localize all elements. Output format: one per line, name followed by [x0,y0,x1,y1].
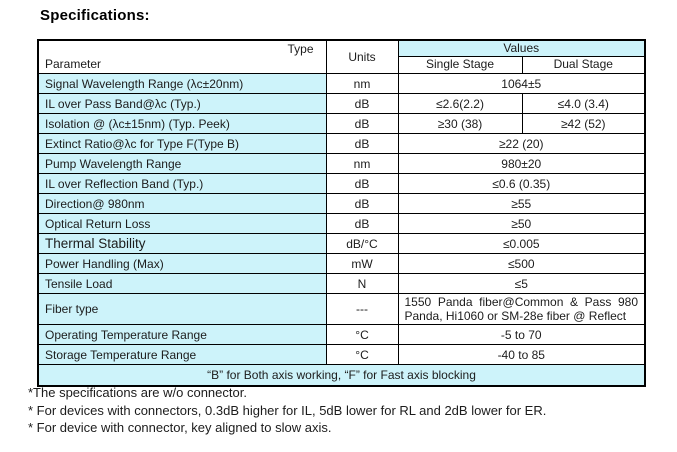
row-units: °C [325,344,399,365]
row-value-dual: ≤4.0 (3.4) [521,93,646,114]
row-parameter: Optical Return Loss [37,213,327,234]
row-parameter: Isolation @ (λc±15nm) (Typ. Peek) [37,113,327,134]
row-units: dB/°C [325,233,399,254]
row-value: ≤0.005 [397,233,646,254]
table-row-thermal-stability: Thermal Stability dB/°C ≤0.005 [37,233,646,254]
footnotes: *The specifications are w/o connector. *… [28,384,546,437]
row-parameter: Power Handling (Max) [37,253,327,274]
row-value: ≥22 (20) [397,133,646,154]
header-parameter-type-cell: Type Parameter [37,39,327,74]
row-units: nm [325,73,399,94]
header-units: Units [325,39,399,74]
row-value-single: ≥30 (38) [397,113,523,134]
row-value: ≥50 [397,213,646,234]
table-row-extinct-ratio: Extinct Ratio@λc for Type F(Type B) dB ≥… [37,133,646,154]
footnote-line: *The specifications are w/o connector. [28,385,247,400]
row-parameter: Signal Wavelength Range (λc±20nm) [37,73,327,94]
row-value: ≤0.6 (0.35) [397,173,646,194]
table-footer-note: “B” for Both axis working, “F” for Fast … [37,364,646,386]
table-row-pump-wavelength: Pump Wavelength Range nm 980±20 [37,153,646,174]
header-values: Values [397,39,646,57]
header-type-label: Type [287,42,314,56]
row-parameter: IL over Reflection Band (Typ.) [37,173,327,194]
row-units: nm [325,153,399,174]
row-units: dB [325,93,399,114]
row-parameter: Operating Temperature Range [37,324,327,345]
row-units: dB [325,193,399,214]
row-value: 980±20 [397,153,646,174]
footnote-line: * For devices with connectors, 0.3dB hig… [28,402,547,418]
row-value-dual: ≥42 (52) [521,113,646,134]
row-units: dB [325,113,399,134]
table-row-power-handling: Power Handling (Max) mW ≤500 [37,253,646,274]
table-row-fiber-type: Fiber type --- 1550 Panda fiber@Common &… [37,293,646,325]
header-single-stage: Single Stage [397,55,523,75]
row-units: --- [325,293,399,325]
row-parameter: Tensile Load [37,273,327,294]
row-value-single: ≤2.6(2.2) [397,93,523,114]
row-units: dB [325,173,399,194]
table-row-isolation: Isolation @ (λc±15nm) (Typ. Peek) dB ≥30… [37,113,646,134]
page-title: Specifications: [40,7,150,24]
row-value: ≤5 [397,273,646,294]
row-parameter: Storage Temperature Range [37,344,327,365]
table-footer-row: “B” for Both axis working, “F” for Fast … [37,364,646,386]
footnote-line: * For device with connector, key aligned… [28,420,332,435]
header-row-1: Type Parameter Units Values [37,39,646,74]
row-units: dB [325,133,399,154]
table-row-optical-return-loss: Optical Return Loss dB ≥50 [37,213,646,234]
table-row-storage-temperature: Storage Temperature Range °C -40 to 85 [37,344,646,365]
row-value: ≥55 [397,193,646,214]
row-value: ≤500 [397,253,646,274]
row-parameter: Direction@ 980nm [37,193,327,214]
row-units: mW [325,253,399,274]
row-parameter: Fiber type [37,293,327,325]
header-parameter-label: Parameter [45,57,102,71]
specifications-table: Type Parameter Units Values Single Stage… [37,39,646,387]
row-units: N [325,273,399,294]
row-value: 1064±5 [397,73,646,94]
row-parameter: Thermal Stability [37,233,327,254]
row-value: -40 to 85 [397,344,646,365]
row-parameter: Pump Wavelength Range [37,153,327,174]
table-row-il-pass-band: IL over Pass Band@λc (Typ.) dB ≤2.6(2.2)… [37,93,646,114]
table-row-il-reflection-band: IL over Reflection Band (Typ.) dB ≤0.6 (… [37,173,646,194]
header-dual-stage: Dual Stage [521,55,646,75]
row-parameter: IL over Pass Band@λc (Typ.) [37,93,327,114]
table-row-direction: Direction@ 980nm dB ≥55 [37,193,646,214]
row-value: -5 to 70 [397,324,646,345]
row-units: °C [325,324,399,345]
row-units: dB [325,213,399,234]
table-row-signal-wavelength: Signal Wavelength Range (λc±20nm) nm 106… [37,73,646,94]
row-value: 1550 Panda fiber@Common & Pass 980 Panda… [397,293,646,325]
header-row-2: Single Stage Dual Stage [38,55,646,75]
table-row-operating-temperature: Operating Temperature Range °C -5 to 70 [37,324,646,345]
row-parameter: Extinct Ratio@λc for Type F(Type B) [37,133,327,154]
table-row-tensile-load: Tensile Load N ≤5 [37,273,646,294]
